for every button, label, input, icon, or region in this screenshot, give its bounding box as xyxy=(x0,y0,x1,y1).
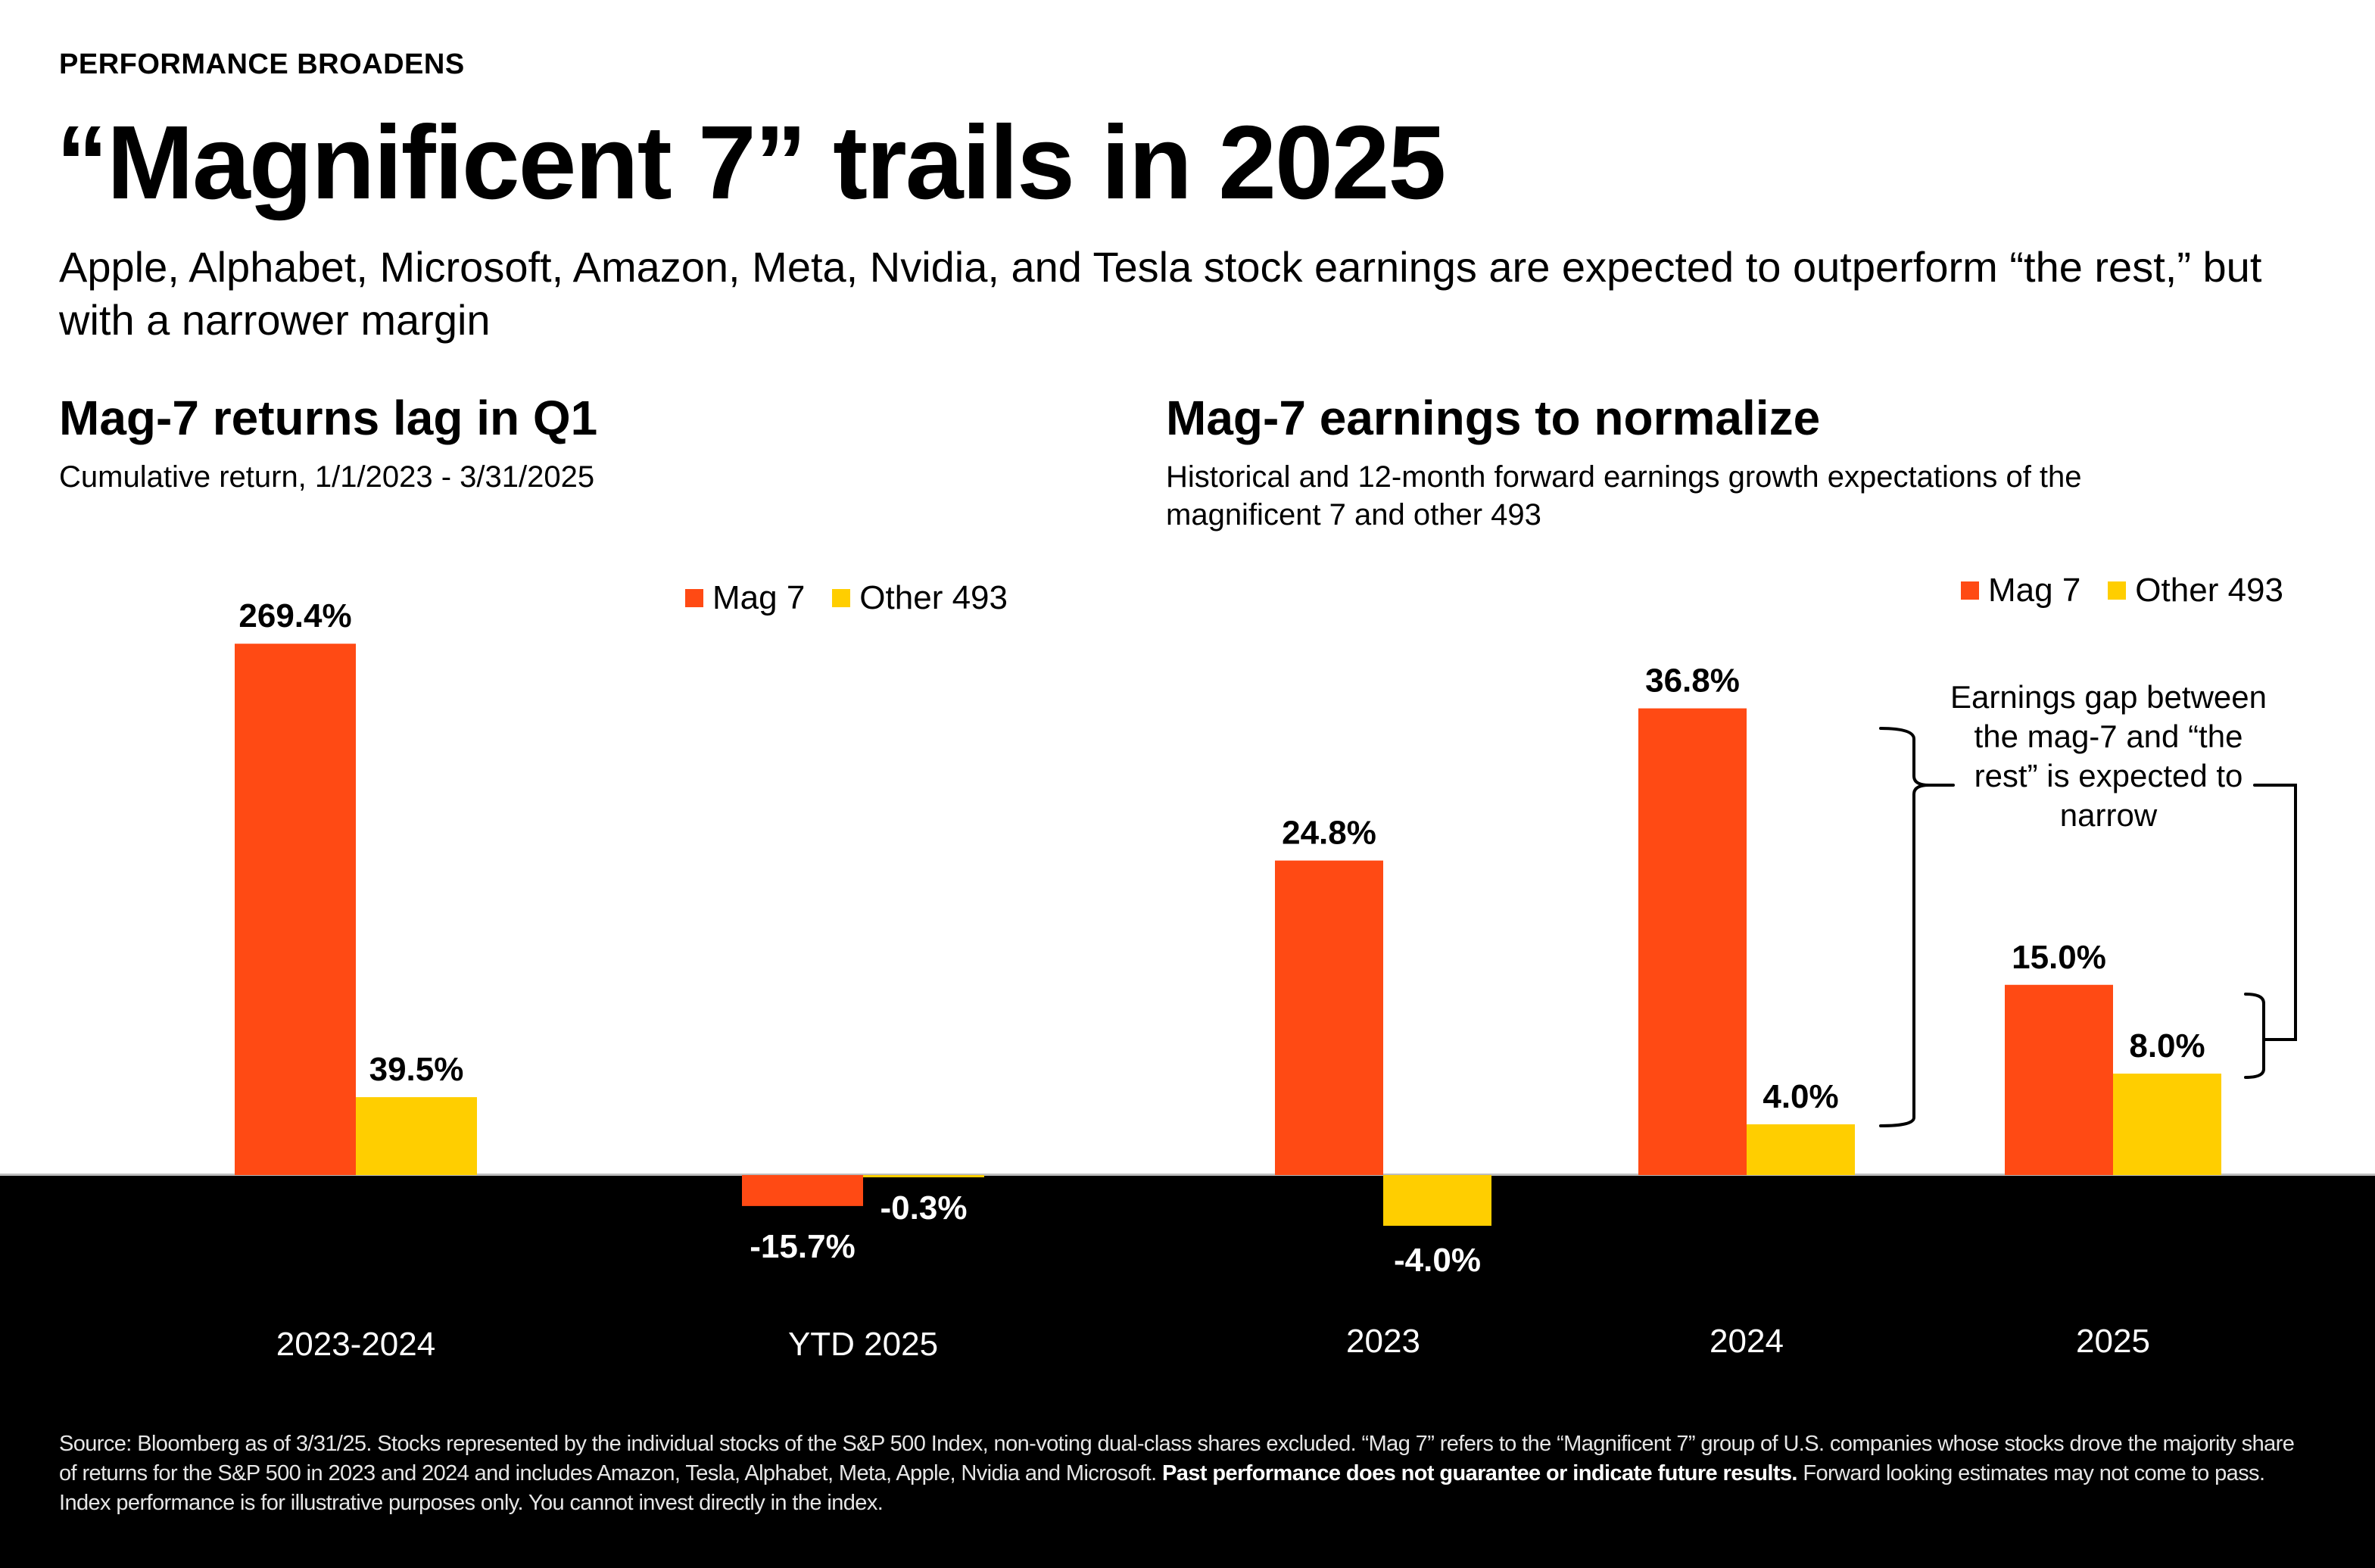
data-label-other493-ytd-2025: -0.3% xyxy=(880,1189,968,1227)
bar-mag7-2025 xyxy=(2005,984,2113,1175)
eyebrow-label: PERFORMANCE BROADENS xyxy=(59,48,465,80)
earnings-gap-annotation: Earnings gap between the mag-7 and “the … xyxy=(1950,679,2267,833)
bar-other493-2023 xyxy=(1383,1175,1491,1226)
legend-item-mag7: Mag 7 xyxy=(685,579,805,617)
right-chart-subtitle: Historical and 12-month forward earnings… xyxy=(1166,460,2082,531)
legend-swatch-mag7 xyxy=(1961,581,1979,600)
data-label-mag7-2023: 24.8% xyxy=(1282,815,1376,852)
data-label-mag7-2025: 15.0% xyxy=(2012,939,2106,976)
legend-label-other493: Other 493 xyxy=(859,579,1008,616)
legend-label-other493: Other 493 xyxy=(2135,572,2283,609)
legend-item-mag7: Mag 7 xyxy=(1961,572,2080,609)
category-label-2024: 2024 xyxy=(1710,1323,1784,1360)
legend-item-other493: Other 493 xyxy=(832,579,1008,617)
bar-mag7-2023-2024 xyxy=(235,644,356,1175)
legend-label-mag7: Mag 7 xyxy=(1988,572,2081,609)
right-chart-legend: Mag 7 Other 493 xyxy=(1961,572,2300,609)
zero-baseline xyxy=(0,1174,2375,1176)
data-label-other493-2023: -4.0% xyxy=(1394,1242,1481,1279)
bar-other493-ytd-2025 xyxy=(863,1175,984,1177)
data-label-mag7-ytd-2025: -15.7% xyxy=(750,1228,855,1265)
bar-mag7-ytd-2025 xyxy=(742,1175,863,1206)
bar-other493-2025 xyxy=(2113,1074,2221,1175)
footnote: Source: Bloomberg as of 3/31/25. Stocks … xyxy=(59,1429,2315,1518)
bar-mag7-2023 xyxy=(1275,860,1383,1175)
right-chart-title: Mag-7 earnings to normalize xyxy=(1166,391,1821,445)
category-label-2023-2024: 2023-2024 xyxy=(276,1326,435,1363)
footnote-disclaimer: Past performance does not guarantee or i… xyxy=(1162,1461,1797,1485)
data-label-mag7-2024: 36.8% xyxy=(1645,662,1740,700)
category-label-ytd-2025: YTD 2025 xyxy=(788,1326,938,1363)
left-chart-subtitle: Cumulative return, 1/1/2023 - 3/31/2025 xyxy=(59,460,595,494)
data-label-mag7-2023-2024: 269.4% xyxy=(238,597,351,634)
bar-mag7-2024 xyxy=(1638,708,1747,1175)
category-label-2025: 2025 xyxy=(2076,1323,2150,1360)
x-axis-band xyxy=(0,1175,2375,1568)
left-chart-legend: Mag 7 Other 493 xyxy=(685,579,1024,617)
legend-item-other493: Other 493 xyxy=(2108,572,2283,609)
category-label-2023: 2023 xyxy=(1346,1323,1420,1360)
footnote-text-2: Forward looking estimates may not come t… xyxy=(59,1461,2265,1515)
bar-other493-2023-2024 xyxy=(356,1097,477,1175)
page-title: “Magnificent 7” trails in 2025 xyxy=(56,104,1446,221)
footnote-text: Source: Bloomberg as of 3/31/25. Stocks … xyxy=(59,1432,2295,1485)
legend-swatch-other493 xyxy=(832,589,851,607)
legend-swatch-mag7 xyxy=(685,589,703,607)
bracket-2025-gap xyxy=(2244,784,2297,1079)
left-chart-title: Mag-7 returns lag in Q1 xyxy=(59,391,598,445)
legend-swatch-other493 xyxy=(2108,581,2127,600)
data-label-other493-2023-2024: 39.5% xyxy=(369,1051,464,1088)
page-subtitle: Apple, Alphabet, Microsoft, Amazon, Meta… xyxy=(59,243,2262,344)
data-label-other493-2024: 4.0% xyxy=(1763,1078,1838,1115)
legend-label-mag7: Mag 7 xyxy=(712,579,806,616)
data-label-other493-2025: 8.0% xyxy=(2129,1027,2205,1065)
bar-other493-2024 xyxy=(1747,1124,1855,1175)
bracket-2024-gap xyxy=(1879,727,1955,1127)
